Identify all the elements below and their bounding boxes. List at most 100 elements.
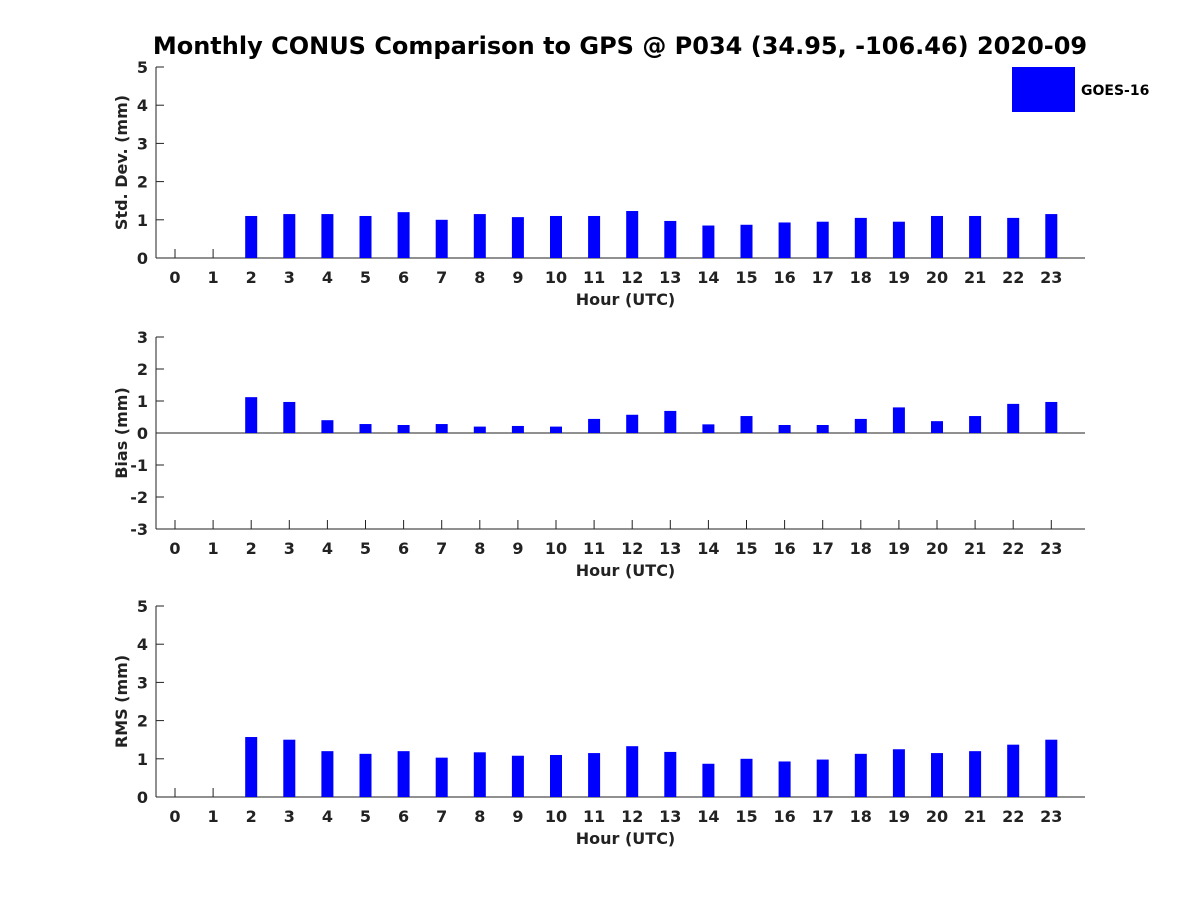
bar-hour-4 [321,751,334,797]
bar-hour-18 [854,753,867,797]
x-tick-label: 4 [322,268,333,287]
x-tick-label: 0 [169,807,180,826]
bar-hour-17 [816,759,829,797]
x-tick-label: 7 [436,268,447,287]
x-tick-label: 0 [169,268,180,287]
bar-hour-13 [664,410,677,433]
bar-hour-20 [931,421,943,433]
y-tick-label: 0 [137,424,148,443]
y-tick-label: 1 [137,392,148,411]
bar-hour-18 [854,217,867,258]
x-tick-label: 20 [926,807,948,826]
x-tick-label: 2 [246,268,257,287]
x-tick-label: 23 [1040,807,1062,826]
bar-hour-11 [588,215,601,258]
bar-hour-4 [321,214,334,258]
x-tick-label: 16 [773,807,795,826]
bar-hour-19 [892,407,905,433]
legend: GOES-16 [1012,67,1149,112]
x-tick-label: 23 [1040,268,1062,287]
bar-hour-12 [626,746,639,797]
x-tick-label: 2 [246,807,257,826]
bar-hour-12 [626,414,639,433]
x-tick-label: 8 [474,807,485,826]
bar-hour-21 [969,215,982,258]
x-tick-label: 5 [360,539,371,558]
bar-hour-7 [435,424,448,433]
x-tick-label: 0 [169,539,180,558]
x-tick-label: 17 [812,539,834,558]
y-tick-label: 3 [137,328,148,347]
chart-title: Monthly CONUS Comparison to GPS @ P034 (… [153,32,1087,60]
bar-hour-2 [245,397,258,433]
bar-hour-10 [550,754,562,797]
bar-hour-14 [702,763,715,797]
x-tick-label: 10 [545,807,567,826]
x-tick-label: 11 [583,539,605,558]
x-tick-label: 7 [436,807,447,826]
x-tick-label: 20 [926,268,948,287]
bar-hour-21 [969,751,982,797]
bar-hour-15 [740,224,753,258]
y-axis-label: RMS (mm) [112,655,131,748]
x-tick-label: 18 [850,539,872,558]
y-tick-label: 2 [137,173,148,192]
x-tick-label: 22 [1002,539,1024,558]
bar-hour-3 [283,401,296,433]
x-tick-label: 17 [812,807,834,826]
bar-hour-19 [892,749,905,797]
bar-hour-10 [550,215,562,258]
x-tick-label: 12 [621,268,643,287]
bar-hour-23 [1045,739,1058,797]
bar-hour-23 [1045,401,1058,433]
y-axis-label: Bias (mm) [112,387,131,479]
bar-hour-8 [473,214,486,258]
bar-hour-15 [740,416,753,433]
x-axis-label: Hour (UTC) [576,829,676,848]
x-tick-label: 6 [398,539,409,558]
bar-hour-11 [588,418,601,433]
x-tick-label: 12 [621,539,643,558]
x-tick-label: 16 [773,268,795,287]
bar-hour-20 [931,215,943,258]
y-tick-label: 4 [137,96,148,115]
x-tick-label: 14 [697,539,719,558]
x-tick-label: 4 [322,807,333,826]
bar-hour-16 [778,425,791,433]
y-tick-label: 4 [137,635,148,654]
bar-hour-3 [283,214,296,258]
x-tick-label: 9 [512,539,523,558]
bar-hour-16 [778,761,791,797]
bar-hour-6 [397,425,410,433]
y-tick-label: 3 [137,134,148,153]
bar-hour-7 [435,219,448,258]
y-tick-label: -2 [130,488,148,507]
x-tick-label: 18 [850,268,872,287]
x-tick-label: 21 [964,539,986,558]
bar-hour-15 [740,758,753,797]
bar-hour-8 [473,426,486,433]
bar-hour-2 [245,215,258,258]
x-axis-label: Hour (UTC) [576,290,676,309]
x-tick-label: 4 [322,539,333,558]
y-tick-label: 3 [137,673,148,692]
y-tick-label: -1 [130,456,148,475]
x-tick-label: 11 [583,807,605,826]
x-tick-label: 18 [850,807,872,826]
x-tick-label: 12 [621,807,643,826]
y-tick-label: 5 [137,58,148,77]
x-tick-label: 9 [512,807,523,826]
bar-hour-19 [892,221,905,258]
x-tick-label: 5 [360,268,371,287]
x-tick-label: 3 [284,539,295,558]
y-tick-label: 5 [137,597,148,616]
y-tick-label: 2 [137,712,148,731]
x-tick-label: 13 [659,268,681,287]
x-tick-label: 13 [659,807,681,826]
bar-hour-14 [702,424,715,433]
x-tick-label: 7 [436,539,447,558]
x-tick-label: 9 [512,268,523,287]
bar-hour-3 [283,739,296,797]
